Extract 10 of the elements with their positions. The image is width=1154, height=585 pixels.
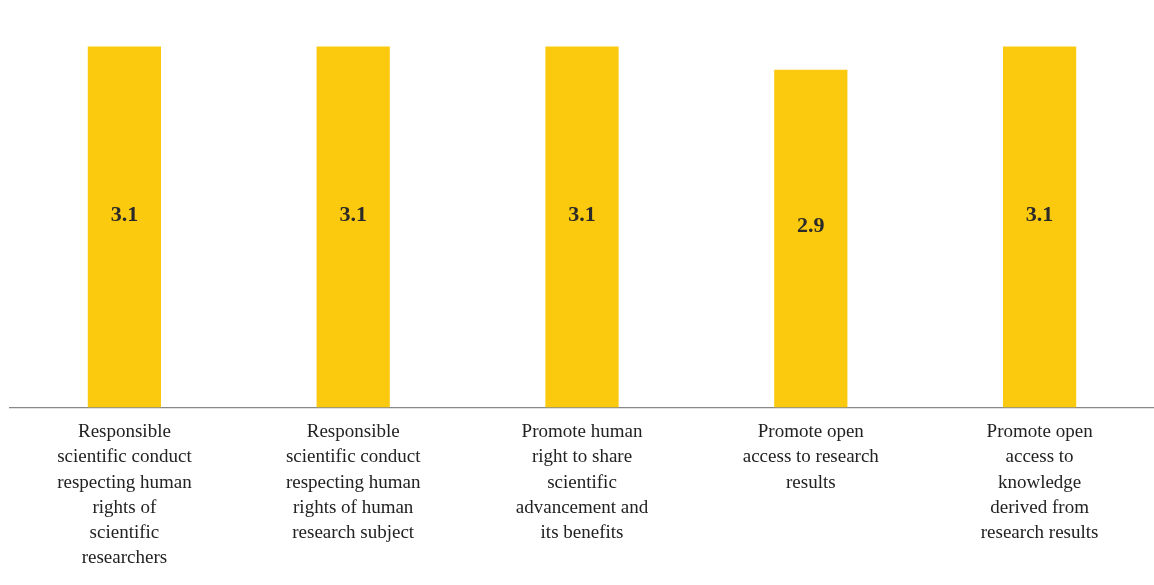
x-tick-label: Promote open access to research results	[742, 420, 880, 492]
data-label: 3.1	[110, 200, 139, 226]
data-label: 3.1	[1025, 200, 1054, 226]
x-tick-label: Responsible scientific conduct respecting human rights of human research subject	[285, 420, 422, 543]
x-tick-label: Promote open access to knowledge derived from research results	[980, 420, 1099, 543]
x-tick-label: Responsible scientific conduct respecting human rights of scientific researchers	[57, 420, 193, 568]
data-label: 2.9	[797, 212, 825, 238]
x-tick-label: Promote human right to share scientific advancement and its benefits	[515, 420, 649, 543]
data-label: 3.1	[339, 200, 367, 226]
data-label: 3.1	[568, 200, 596, 226]
